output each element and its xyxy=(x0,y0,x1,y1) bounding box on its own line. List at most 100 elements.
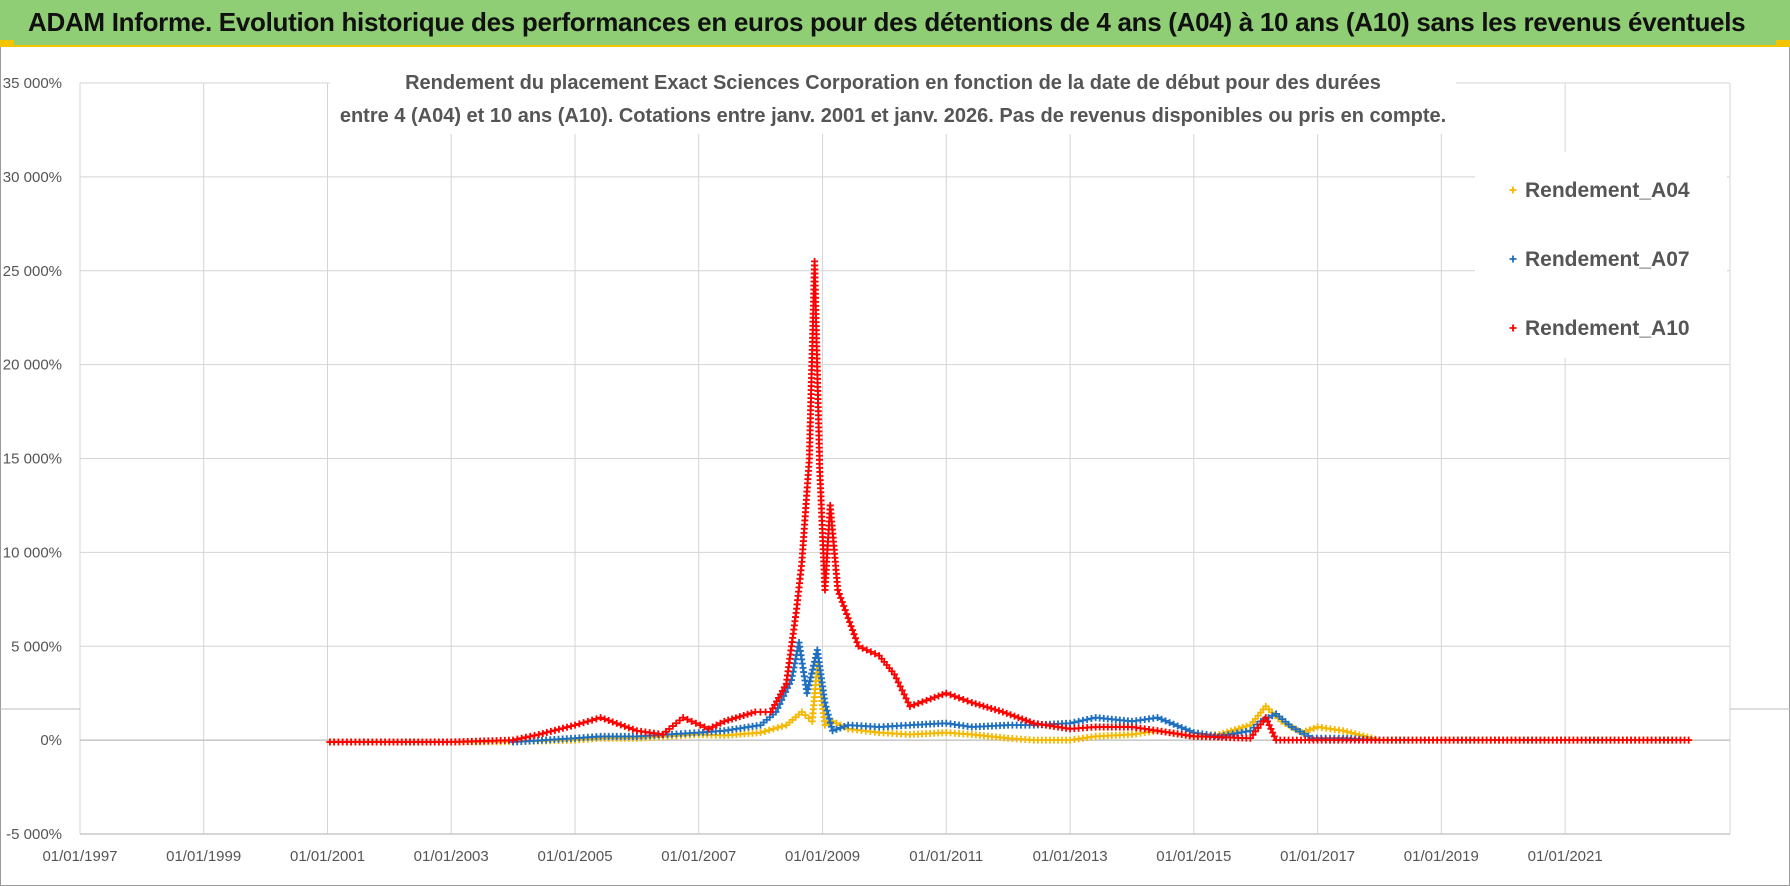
interpolated-point xyxy=(747,709,755,717)
interpolated-point xyxy=(898,686,906,694)
data-point xyxy=(854,642,862,650)
data-point xyxy=(906,702,914,710)
interpolated-point xyxy=(806,677,814,685)
interpolated-point xyxy=(838,598,846,606)
page-title: ADAM Informe. Evolution historique des p… xyxy=(28,7,1746,37)
x-tick-label: 01/01/1997 xyxy=(42,848,117,865)
interpolated-point xyxy=(896,682,904,690)
interpolated-point xyxy=(1306,726,1314,734)
interpolated-point xyxy=(863,646,871,654)
data-point xyxy=(1262,714,1270,722)
interpolated-point xyxy=(871,650,879,658)
interpolated-point xyxy=(1075,717,1083,725)
chart-legend: Rendement_A04 Rendement_A07 Rendement_A10 xyxy=(1475,152,1727,358)
interpolated-point xyxy=(1174,722,1182,730)
legend-label: Rendement_A10 xyxy=(1525,317,1690,340)
interpolated-point xyxy=(716,719,724,727)
interpolated-point xyxy=(736,713,744,721)
interpolated-point xyxy=(902,694,910,702)
interpolated-point xyxy=(555,725,563,733)
interpolated-point xyxy=(769,704,777,712)
interpolated-point xyxy=(835,590,843,598)
x-tick-label: 01/01/2009 xyxy=(785,848,860,865)
interpolated-point xyxy=(1014,714,1022,722)
interpolated-point xyxy=(840,723,848,731)
series-Rendement_A10 xyxy=(326,257,1693,746)
y-tick-label: 30 000% xyxy=(3,169,62,186)
interpolated-point xyxy=(995,707,1003,715)
y-tick-label: 25 000% xyxy=(3,263,62,280)
interpolated-point xyxy=(778,722,786,730)
interpolated-point xyxy=(526,732,534,740)
interpolated-point xyxy=(1158,715,1166,723)
interpolated-point xyxy=(696,721,704,729)
interpolated-point xyxy=(688,717,696,725)
interpolated-point xyxy=(588,716,596,724)
data-point xyxy=(821,699,829,707)
interpolated-point xyxy=(547,727,555,735)
interpolated-point xyxy=(894,678,902,686)
interpolated-point xyxy=(1166,719,1174,727)
chart-title-line-1: Rendement du placement Exact Sciences Co… xyxy=(405,72,1381,94)
interpolated-point xyxy=(1010,712,1018,720)
legend-label: Rendement_A07 xyxy=(1525,248,1690,271)
interpolated-point xyxy=(923,696,931,704)
interpolated-point xyxy=(601,715,609,723)
x-tick-label: 01/01/2021 xyxy=(1528,848,1603,865)
interpolated-point xyxy=(931,693,939,701)
series-Rendement_A07 xyxy=(509,638,1383,746)
data-point xyxy=(757,729,765,737)
x-tick-label: 01/01/2007 xyxy=(661,848,736,865)
x-tick-label: 01/01/2019 xyxy=(1404,848,1479,865)
interpolated-point xyxy=(776,690,784,698)
interpolated-point xyxy=(1070,718,1078,726)
interpolated-point xyxy=(841,606,849,614)
data-point xyxy=(968,699,976,707)
interpolated-point xyxy=(979,702,987,710)
interpolated-point xyxy=(692,719,700,727)
interpolated-point xyxy=(1026,718,1034,726)
interpolated-point xyxy=(625,724,633,732)
y-tick-label: -5 000% xyxy=(6,826,62,843)
data-point xyxy=(720,717,728,725)
data-point xyxy=(679,714,687,722)
interpolated-point xyxy=(847,622,855,630)
interpolated-point xyxy=(522,733,530,741)
interpolated-point xyxy=(539,729,547,737)
chart-axes: -5 000% 0% 5 000% 10 000% 15 000% 20 000% 25 0… xyxy=(0,75,1790,865)
interpolated-point xyxy=(1170,720,1178,728)
interpolated-point xyxy=(947,691,955,699)
x-tick-label: 01/01/2003 xyxy=(414,848,489,865)
data-point xyxy=(829,727,837,735)
interpolated-point xyxy=(575,720,583,728)
interpolated-point xyxy=(807,673,815,681)
data-point xyxy=(535,730,543,738)
y-tick-label: 10 000% xyxy=(3,544,62,561)
data-point xyxy=(1154,714,1162,722)
interpolated-point xyxy=(826,719,834,727)
data-point xyxy=(509,736,517,744)
interpolated-point xyxy=(837,594,845,602)
data-point xyxy=(571,721,579,729)
interpolated-point xyxy=(580,719,588,727)
interpolated-point xyxy=(809,666,817,674)
interpolated-point xyxy=(824,711,832,719)
data-point xyxy=(821,721,829,729)
interpolated-point xyxy=(775,694,783,702)
interpolated-point xyxy=(1079,716,1087,724)
interpolated-point xyxy=(1267,725,1275,733)
interpolated-point xyxy=(1087,715,1095,723)
interpolated-point xyxy=(850,630,858,638)
x-tick-label: 01/01/2005 xyxy=(538,848,613,865)
x-tick-label: 01/01/2013 xyxy=(1033,848,1108,865)
interpolated-point xyxy=(1300,730,1308,738)
interpolated-point xyxy=(934,692,942,700)
data-point xyxy=(1288,723,1296,731)
data-point xyxy=(597,714,605,722)
interpolated-point xyxy=(853,638,861,646)
interpolated-point xyxy=(1269,729,1277,737)
interpolated-point xyxy=(1347,729,1355,737)
legend-marker xyxy=(1509,186,1517,194)
interpolated-point xyxy=(867,648,875,656)
interpolated-point xyxy=(987,704,995,712)
